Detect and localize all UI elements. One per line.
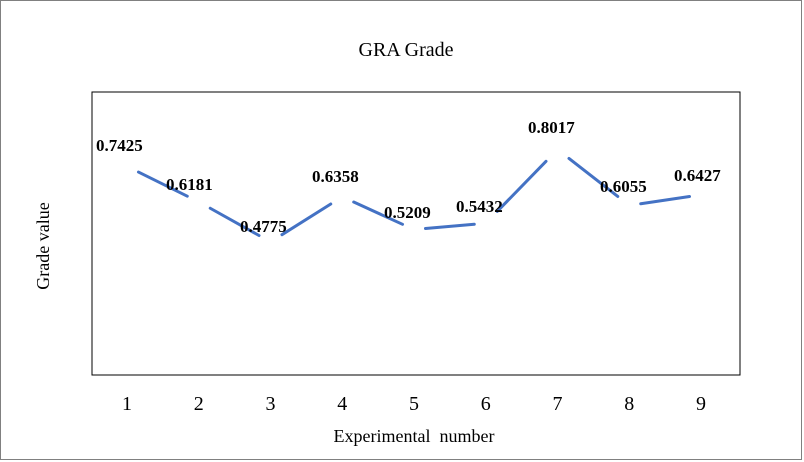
data-label-5: 0.5209 — [384, 203, 431, 222]
data-label-9: 0.6427 — [674, 166, 721, 185]
x-tick-label-3: 3 — [266, 393, 276, 415]
x-axis-title: Experimental number — [334, 426, 495, 446]
x-tick-label-5: 5 — [409, 393, 419, 415]
x-tick-labels: 1 2 3 4 5 6 7 8 9 — [122, 393, 706, 415]
x-tick-label-4: 4 — [337, 393, 347, 415]
data-label-1: 0.7425 — [96, 136, 143, 155]
plot-area — [91, 91, 741, 376]
line-segment-3-4 — [280, 202, 333, 237]
line-segment-8-9 — [639, 195, 692, 206]
data-label-4: 0.6358 — [312, 167, 359, 186]
line-segment-1-2 — [136, 170, 189, 198]
data-label-6: 0.5432 — [456, 197, 503, 216]
data-label-8: 0.6055 — [600, 177, 647, 196]
data-label-3: 0.4775 — [240, 217, 287, 236]
data-labels: 0.7425 0.6181 0.4775 0.6358 0.5209 0.5432 0.80… — [96, 118, 721, 236]
x-tick-label-9: 9 — [696, 393, 706, 415]
y-axis-title: Grade value — [33, 202, 53, 289]
x-tick-label-1: 1 — [122, 393, 132, 415]
chart-title: GRA Grade — [359, 39, 454, 61]
line-segment-6-7 — [495, 159, 548, 213]
x-tick-label-7: 7 — [553, 393, 563, 415]
line-segment-4-5 — [352, 200, 405, 226]
data-label-2: 0.6181 — [166, 175, 213, 194]
x-tick-label-2: 2 — [194, 393, 204, 415]
line-segment-5-6 — [423, 222, 476, 231]
x-tick-label-6: 6 — [481, 393, 491, 415]
line-segment-7-8 — [567, 156, 620, 198]
series-line — [136, 156, 692, 238]
line-segment-2-3 — [208, 206, 261, 238]
x-tick-label-8: 8 — [624, 393, 634, 415]
data-label-7: 0.8017 — [528, 118, 575, 137]
